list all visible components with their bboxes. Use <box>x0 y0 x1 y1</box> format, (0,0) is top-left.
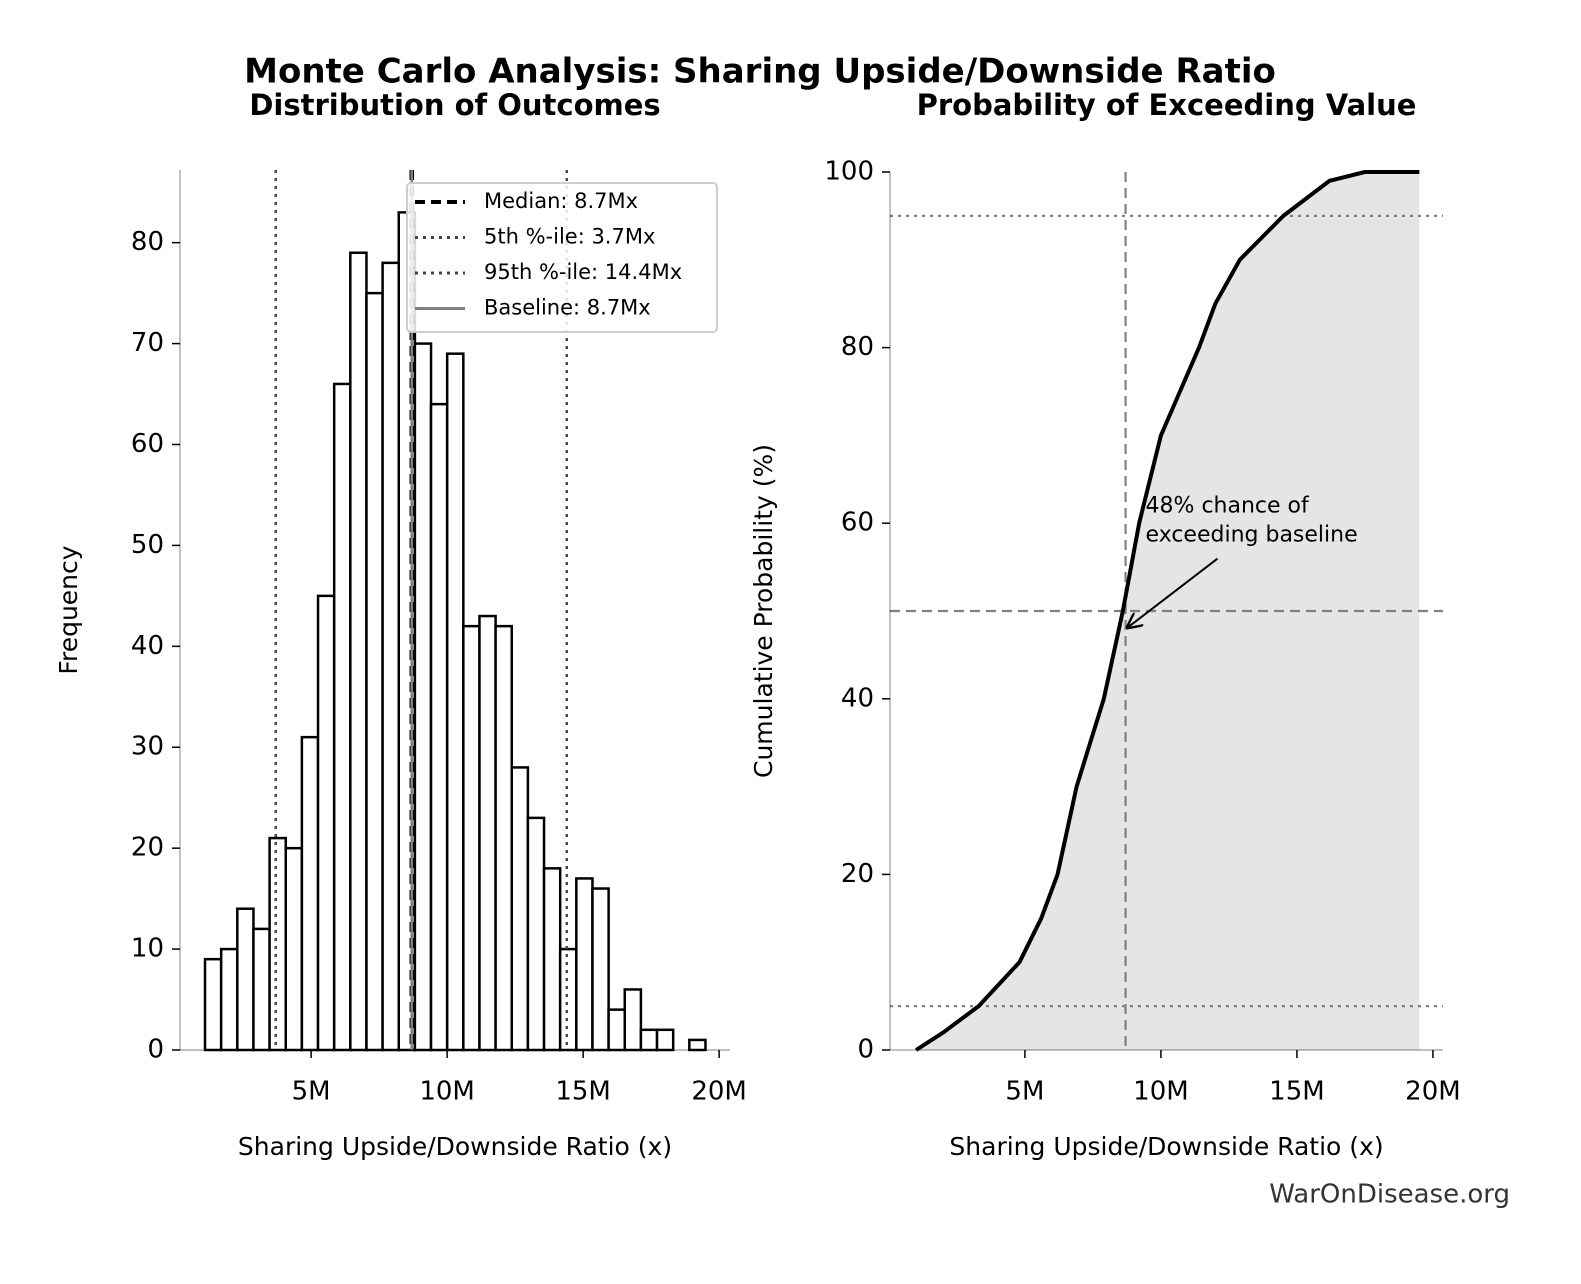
y-tick-label: 70 <box>131 328 164 358</box>
histogram-bar <box>219 947 239 1052</box>
x-tick-label: 10M <box>1133 1077 1189 1107</box>
legend-label: 5th %-ile: 3.7Mx <box>484 225 655 249</box>
histogram-bar <box>284 846 304 1052</box>
histogram-bar <box>316 594 336 1052</box>
y-tick-label: 50 <box>131 530 164 560</box>
histogram-bar <box>252 927 271 1052</box>
x-tick-label: 20M <box>1405 1077 1461 1107</box>
y-tick-label: 30 <box>131 732 164 762</box>
y-tick-label: 10 <box>131 934 164 964</box>
legend-label: 95th %-ile: 14.4Mx <box>484 260 682 284</box>
histogram-bar <box>268 836 287 1052</box>
histogram-bar <box>349 251 368 1052</box>
y-tick-label: 0 <box>147 1035 164 1065</box>
annotation-text: exceeding baseline <box>1146 523 1358 548</box>
histogram-bar <box>688 1038 707 1052</box>
histogram-bar <box>445 352 465 1052</box>
x-tick-label: 10M <box>419 1077 475 1107</box>
y-tick-label: 60 <box>131 429 164 459</box>
histogram-bar <box>607 1008 627 1052</box>
histogram-bar <box>623 988 643 1052</box>
histogram-bar <box>429 402 449 1052</box>
histogram-bar <box>300 735 320 1052</box>
x-tick-label: 5M <box>292 1077 331 1107</box>
histogram-bar <box>575 877 594 1052</box>
figure-title: Monte Carlo Analysis: Sharing Upside/Dow… <box>244 52 1276 92</box>
histogram-bar <box>494 624 514 1052</box>
histogram-bar <box>558 947 578 1052</box>
annotation-arrow <box>1128 557 1219 628</box>
x-tick-label: 20M <box>691 1077 747 1107</box>
x-tick-label: 15M <box>555 1077 611 1107</box>
histogram-bar <box>526 816 546 1052</box>
y-tick-label: 20 <box>131 833 164 863</box>
y-tick-label: 0 <box>857 1035 874 1065</box>
y-tick-label: 40 <box>841 683 874 713</box>
subplot-title: Distribution of Outcomes <box>249 88 660 122</box>
histogram-bar <box>236 907 255 1052</box>
histogram-bar <box>381 261 400 1052</box>
y-axis-label: Frequency <box>54 545 83 674</box>
histogram-bar <box>413 342 433 1052</box>
legend-box <box>406 182 718 333</box>
subplot-title: Probability of Exceeding Value <box>917 88 1417 122</box>
y-tick-label: 60 <box>841 508 874 538</box>
x-axis-label: Sharing Upside/Downside Ratio (x) <box>238 1132 672 1161</box>
legend: Median: 8.7Mx 5th %-ile: 3.7Mx 95th %-ile:… <box>406 182 718 333</box>
histogram-bar <box>365 291 384 1052</box>
y-tick-label: 40 <box>131 631 164 661</box>
annotation-text: 48% chance of <box>1146 494 1310 519</box>
y-tick-label: 80 <box>841 332 874 362</box>
y-tick-label: 80 <box>131 227 164 257</box>
histogram-bar <box>510 766 530 1052</box>
x-tick-label: 15M <box>1269 1077 1325 1107</box>
histogram-bar <box>655 1028 675 1052</box>
cdf-line <box>915 170 1420 1052</box>
x-axis-label: Sharing Upside/Downside Ratio (x) <box>949 1132 1383 1161</box>
histogram-bar <box>462 624 481 1052</box>
histogram-bar <box>639 1028 659 1052</box>
x-tick-label: 5M <box>1005 1077 1044 1107</box>
legend-label: Median: 8.7Mx <box>484 189 638 213</box>
histogram-bar <box>203 957 223 1052</box>
y-tick-label: 100 <box>824 157 874 187</box>
histogram-bar <box>591 887 610 1052</box>
histogram-bar <box>542 867 562 1052</box>
y-tick-label: 20 <box>841 859 874 889</box>
histogram-bar <box>332 382 352 1052</box>
y-axis-label: Cumulative Probability (%) <box>749 444 778 778</box>
source: WarOnDisease.org <box>1269 1180 1510 1210</box>
histogram-bar <box>478 614 497 1052</box>
legend-label: Baseline: 8.7Mx <box>484 296 651 320</box>
